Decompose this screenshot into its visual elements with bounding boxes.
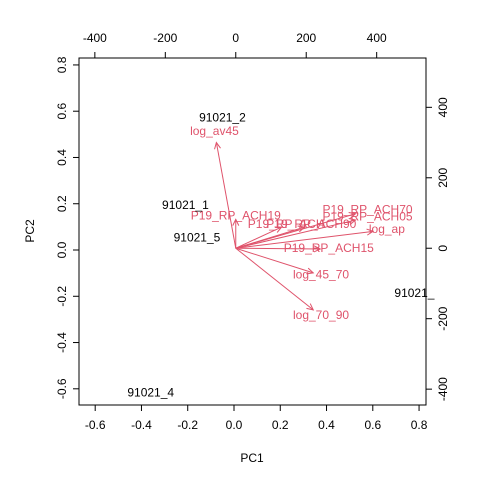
loading-arrow-6: log_ap bbox=[235, 222, 405, 249]
top-tick-label-0: -400 bbox=[83, 31, 107, 45]
arrow-shaft bbox=[235, 247, 314, 274]
y-tick-label-3: 0.0 bbox=[55, 241, 69, 258]
y-tick-label-0: -0.6 bbox=[55, 378, 69, 399]
loading-label-7: P19_RP_ACH15 bbox=[284, 241, 374, 255]
y-tick-label-1: -0.4 bbox=[55, 332, 69, 353]
right-tick-label-1: -200 bbox=[436, 306, 450, 330]
arrow-head bbox=[274, 226, 283, 233]
x-tick-label-7: 0.8 bbox=[411, 418, 428, 432]
top-tick-label-3: 200 bbox=[296, 31, 316, 45]
loading-arrow-8: log_45_70 bbox=[235, 247, 349, 282]
loading-arrow-5: P19_RP_ACH bbox=[235, 217, 325, 249]
y-tick-label-2: -0.2 bbox=[55, 286, 69, 307]
loading-arrow-1: P19_RP_ACH19 bbox=[191, 209, 281, 249]
arrow-head bbox=[214, 141, 221, 150]
loading-arrow-9: log_70_90 bbox=[235, 247, 349, 322]
observation-label-3: 91021_ bbox=[394, 286, 434, 300]
y-tick-label-6: 0.6 bbox=[55, 103, 69, 120]
x-tick-label-6: 0.6 bbox=[364, 418, 381, 432]
loading-arrow-4: P19_RP_ACH90 bbox=[235, 217, 357, 249]
arrow-shaft bbox=[215, 142, 237, 249]
loading-label-4: P19_RP_ACH90 bbox=[266, 217, 356, 231]
x-tick-label-4: 0.2 bbox=[272, 418, 289, 432]
arrow-shaft bbox=[235, 247, 321, 250]
arrow-shaft bbox=[235, 247, 314, 311]
loading-label-2: P19_RP_ACH70 bbox=[322, 202, 412, 216]
arrow-head bbox=[366, 228, 375, 236]
arrow-shaft bbox=[235, 226, 282, 249]
loading-arrow-0: log_av45 bbox=[190, 124, 239, 249]
observation-label-2: 91021_5 bbox=[174, 231, 221, 245]
top-tick-label-1: -200 bbox=[153, 31, 177, 45]
arrow-head bbox=[306, 267, 315, 275]
right-tick-label-0: -400 bbox=[436, 377, 450, 401]
x-tick-label-0: -0.6 bbox=[85, 418, 106, 432]
right-tick-label-4: 400 bbox=[436, 97, 450, 117]
arrow-head bbox=[348, 218, 357, 225]
y-tick-label-7: 0.8 bbox=[55, 56, 69, 73]
arrow-shaft bbox=[235, 226, 305, 249]
loading-label-3: P19_RP_ACH05 bbox=[322, 209, 412, 223]
arrow-head bbox=[297, 225, 306, 233]
y-tick-label-5: 0.4 bbox=[55, 149, 69, 166]
x-tick-label-3: 0.0 bbox=[226, 418, 243, 432]
x-tick-label-1: -0.4 bbox=[131, 418, 152, 432]
x-tick-label-5: 0.4 bbox=[318, 418, 335, 432]
loading-label-1: P19_RP_ACH19 bbox=[191, 209, 281, 223]
arrow-head bbox=[232, 218, 240, 226]
loading-label-5: P19_RP_ACH bbox=[248, 217, 325, 231]
x-tick-label-2: -0.2 bbox=[177, 418, 198, 432]
arrow-head bbox=[348, 212, 357, 219]
arrow-shaft bbox=[235, 219, 356, 249]
loading-label-6: log_ap bbox=[369, 222, 405, 236]
x-axis-title: PC1 bbox=[240, 451, 264, 465]
y-tick-label-4: 0.2 bbox=[55, 195, 69, 212]
arrow-head bbox=[306, 303, 315, 311]
observation-labels: 91021_2 91021_1 91021_5 91021_ 91021_4 bbox=[127, 110, 434, 399]
observation-label-4: 91021_4 bbox=[127, 386, 174, 400]
top-tick-label-4: 400 bbox=[367, 31, 387, 45]
arrow-shaft bbox=[235, 230, 374, 249]
arrow-head bbox=[313, 245, 322, 253]
loading-label-8: log_45_70 bbox=[293, 268, 349, 282]
observation-label-1: 91021_1 bbox=[162, 198, 209, 212]
loading-arrow-7: P19_RP_ACH15 bbox=[235, 241, 374, 255]
loading-label-9: log_70_90 bbox=[293, 308, 349, 322]
right-tick-label-2: 0 bbox=[436, 245, 450, 252]
top-tick-label-2: 0 bbox=[232, 31, 239, 45]
right-tick-label-3: 200 bbox=[436, 167, 450, 187]
axes: -0.6 -0.4 -0.2 0.0 0.2 0.4 0.6 0.8 -0.6 -0.4 -0.2 0… bbox=[55, 31, 450, 432]
observation-label-0: 91021_2 bbox=[199, 110, 246, 124]
loading-label-0: log_av45 bbox=[190, 124, 239, 138]
loading-arrow-3: P19_RP_ACH05 bbox=[235, 209, 413, 249]
y-axis-title: PC2 bbox=[23, 219, 37, 243]
